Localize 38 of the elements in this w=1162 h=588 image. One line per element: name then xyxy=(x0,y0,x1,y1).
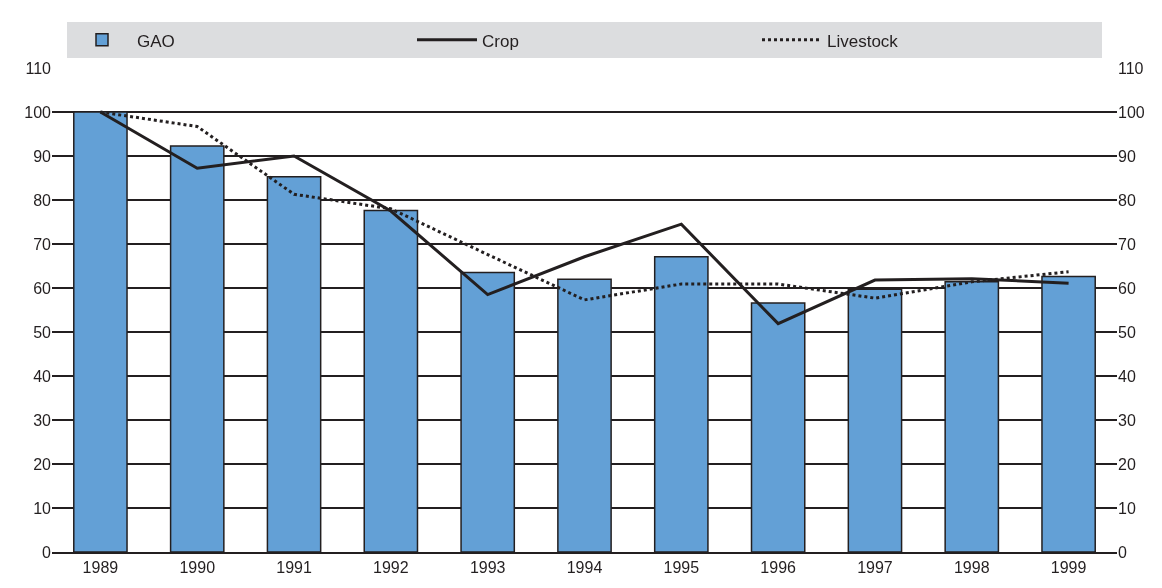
y-tick-label: 30 xyxy=(33,411,52,429)
x-tick-label: 1991 xyxy=(276,559,312,577)
y2-tick-label: 10 xyxy=(1118,499,1136,517)
x-tick-label: 1990 xyxy=(179,559,216,577)
y2-tick-label: 80 xyxy=(1118,191,1136,209)
y2-tick-label: 40 xyxy=(1118,367,1136,385)
x-tick-label: 1997 xyxy=(857,559,893,577)
x-tick-label: 1994 xyxy=(566,559,603,577)
y2-tick-label: 0 xyxy=(1118,543,1127,561)
y-tick-label: 50 xyxy=(33,323,52,341)
y-tick-label: 0 xyxy=(42,543,52,561)
y-tick-label: 70 xyxy=(33,235,52,253)
y2-tick-label: 60 xyxy=(1118,279,1136,297)
x-tick-label: 1996 xyxy=(760,559,797,577)
y2-tick-label: 100 xyxy=(1118,103,1145,121)
y2-tick-label: 110 xyxy=(1118,59,1144,77)
y2-tick-label: 70 xyxy=(1118,235,1136,253)
y-tick-label: 90 xyxy=(33,147,52,165)
legend-label: Livestock xyxy=(827,31,899,51)
x-tick-label: 1993 xyxy=(469,559,506,577)
y-tick-label: 80 xyxy=(33,191,52,209)
y-tick-label: 100 xyxy=(24,103,52,121)
x-tick-label: 1999 xyxy=(1050,559,1087,577)
legend-label: Crop xyxy=(482,31,519,51)
x-tick-label: 1995 xyxy=(663,559,700,577)
y-tick-label: 110 xyxy=(25,59,52,77)
y2-tick-label: 90 xyxy=(1118,147,1136,165)
legend-label: GAO xyxy=(137,31,175,51)
y2-tick-label: 30 xyxy=(1118,411,1136,429)
y2-tick-label: 20 xyxy=(1118,455,1136,473)
x-tick-label: 1992 xyxy=(373,559,409,577)
y-tick-label: 20 xyxy=(33,455,52,473)
x-tick-label: 1989 xyxy=(82,559,119,577)
y-tick-label: 60 xyxy=(33,279,52,297)
y-tick-label: 40 xyxy=(33,367,52,385)
x-tick-label: 1998 xyxy=(953,559,990,577)
y-tick-label: 10 xyxy=(33,499,52,517)
y2-tick-label: 50 xyxy=(1118,323,1136,341)
